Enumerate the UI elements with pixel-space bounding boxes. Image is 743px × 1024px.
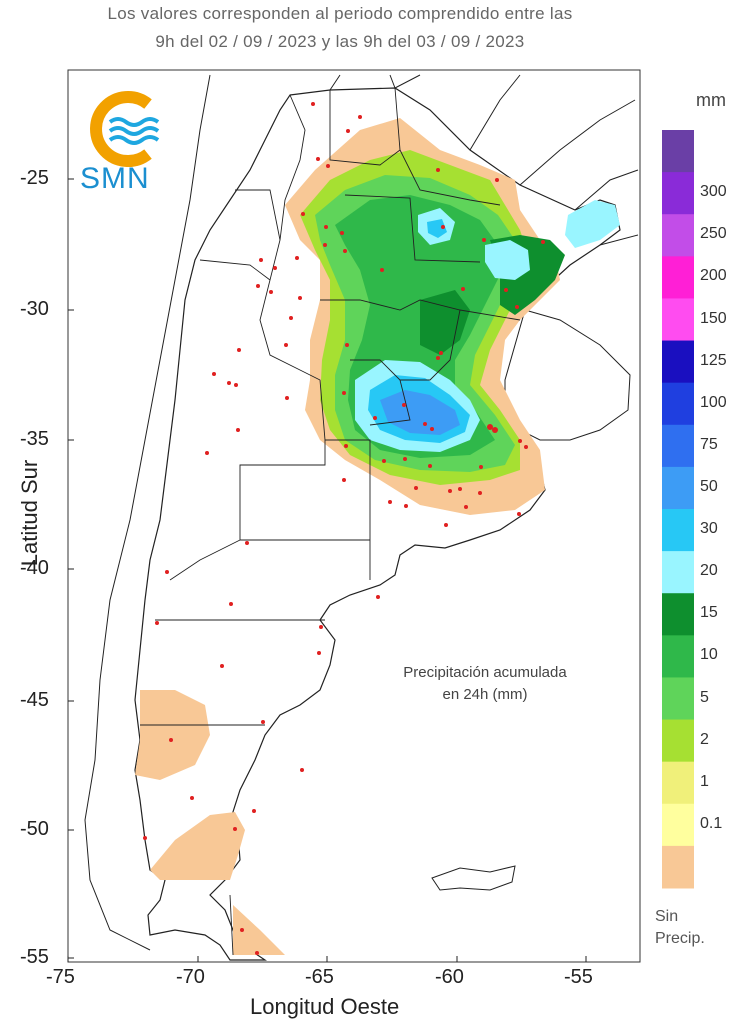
- legend-swatch: [662, 214, 694, 257]
- legend-swatch: [662, 466, 694, 510]
- legend-label: 2: [700, 730, 709, 748]
- header-line-2: 9h del 02 / 09 / 2023 y las 9h del 03 / …: [155, 32, 525, 51]
- legend-swatch: [662, 551, 694, 594]
- smn-logo: [90, 91, 160, 167]
- legend-swatch: [662, 298, 694, 342]
- no-precip-label-1: Sin: [655, 908, 679, 925]
- legend-label: 0.1: [700, 814, 723, 832]
- y-tick: -30: [20, 298, 49, 320]
- province-borders: [140, 87, 521, 956]
- y-tick: -25: [20, 167, 49, 189]
- x-tick: -70: [176, 966, 205, 988]
- legend-label: 30: [700, 520, 718, 538]
- y-tick: -50: [20, 818, 49, 840]
- x-tick: -55: [564, 966, 593, 988]
- chile-coast: [84, 74, 211, 951]
- legend-label: 250: [700, 225, 727, 243]
- legend-label: 5: [700, 688, 709, 706]
- legend-unit: mm: [696, 90, 726, 110]
- legend-swatch: [662, 803, 694, 847]
- legend-swatch: [662, 677, 694, 721]
- station-dots: [143, 102, 545, 955]
- x-tick: -75: [46, 966, 75, 988]
- legend-label: 20: [700, 562, 718, 580]
- legend-label: 15: [700, 604, 718, 622]
- legend-swatch: [662, 172, 694, 215]
- legend-swatch: [662, 845, 694, 889]
- legend-label: 1: [700, 772, 709, 790]
- legend-colorbar: [662, 130, 694, 889]
- legend-swatch: [662, 635, 694, 678]
- header-line-1: Los valores corresponden al periodo comp…: [107, 4, 573, 23]
- brazil-border: [394, 74, 639, 246]
- legend-label: 50: [700, 477, 718, 495]
- y-tick: -35: [20, 428, 49, 450]
- sun-arc-icon: [90, 91, 152, 167]
- legend-swatch: [662, 761, 694, 805]
- y-tick: -55: [20, 946, 49, 968]
- legend-swatch: [662, 593, 694, 636]
- axis-ticks: [67, 178, 587, 962]
- paraguay-border: [329, 74, 396, 91]
- logo-text: SMN: [80, 162, 150, 195]
- deep-blue-areas: [380, 390, 460, 435]
- x-tick: -65: [305, 966, 334, 988]
- legend-label: 125: [700, 351, 727, 369]
- legend-swatch: [662, 256, 694, 299]
- y-tick: -40: [20, 557, 49, 579]
- legend-label: 10: [700, 646, 718, 664]
- legend-swatch: [662, 382, 694, 426]
- wave-icon: [108, 117, 160, 145]
- legend-swatch: [662, 130, 694, 173]
- annotation-line-2: en 24h (mm): [442, 686, 528, 703]
- x-axis-label: Longitud Oeste: [250, 994, 400, 1019]
- legend-label: 200: [700, 267, 727, 285]
- malvinas: [431, 865, 516, 891]
- legend-label: 300: [700, 183, 727, 201]
- legend-label: 150: [700, 309, 727, 327]
- legend-label: 75: [700, 435, 718, 453]
- legend-swatch: [662, 424, 694, 468]
- legend-swatch: [662, 340, 694, 384]
- legend-swatch: [662, 719, 694, 763]
- no-precip-label-2: Precip.: [655, 930, 705, 947]
- legend-swatch: [662, 509, 694, 552]
- annotation-line-1: Precipitación acumulada: [403, 664, 567, 681]
- y-tick: -45: [20, 689, 49, 711]
- x-tick: -60: [435, 966, 464, 988]
- legend-label: 100: [700, 393, 727, 411]
